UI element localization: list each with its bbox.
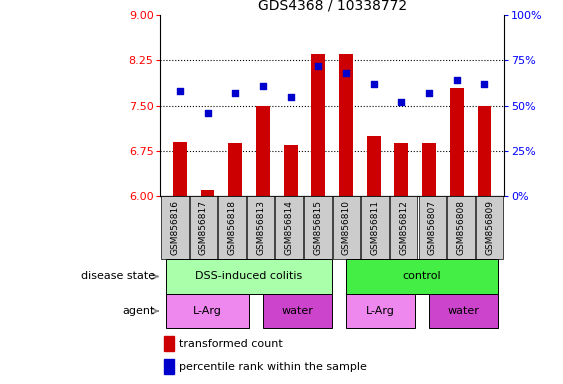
Bar (477, 106, 491, 196)
Bar (429, 294, 498, 328)
Text: L-Arg: L-Arg (193, 306, 222, 316)
Bar (447, 196, 475, 259)
Text: GSM856814: GSM856814 (285, 200, 294, 255)
Text: percentile rank within the sample: percentile rank within the sample (180, 362, 367, 372)
Bar (263, 294, 332, 328)
Bar (256, 106, 270, 196)
Text: GSM856815: GSM856815 (314, 200, 323, 255)
Text: transformed count: transformed count (180, 339, 283, 349)
Text: GSM856812: GSM856812 (399, 200, 408, 255)
Point (425, 90, 434, 96)
Text: GSM856808: GSM856808 (457, 200, 466, 255)
Text: GSM856813: GSM856813 (256, 200, 265, 255)
Bar (247, 196, 274, 259)
Text: GSM856816: GSM856816 (170, 200, 179, 255)
Point (286, 94, 295, 100)
Point (175, 88, 184, 94)
Point (314, 63, 323, 69)
Bar (311, 55, 325, 196)
Point (203, 110, 212, 116)
Point (452, 77, 461, 83)
Bar (229, 143, 242, 196)
Text: GSM856817: GSM856817 (199, 200, 208, 255)
Bar (166, 294, 249, 328)
Point (369, 81, 378, 87)
Bar (346, 259, 498, 294)
Point (480, 81, 489, 87)
Bar (275, 196, 303, 259)
Bar (304, 196, 332, 259)
Bar (422, 143, 436, 196)
Text: GSM856818: GSM856818 (227, 200, 236, 255)
Point (397, 99, 406, 105)
Text: agent: agent (122, 306, 155, 316)
Bar (450, 88, 464, 196)
Bar (161, 196, 189, 259)
Bar (346, 294, 415, 328)
Bar (166, 259, 332, 294)
Text: GSM856809: GSM856809 (485, 200, 494, 255)
Text: GSM856810: GSM856810 (342, 200, 351, 255)
Text: L-Arg: L-Arg (366, 306, 395, 316)
Bar (218, 196, 246, 259)
Bar (284, 145, 298, 196)
Bar (367, 136, 381, 196)
Point (231, 90, 240, 96)
Text: GSM856807: GSM856807 (428, 200, 437, 255)
Bar (395, 143, 408, 196)
Text: control: control (403, 271, 441, 281)
Bar (476, 196, 503, 259)
Bar (190, 196, 217, 259)
Bar (200, 190, 215, 196)
Bar (418, 196, 446, 259)
Bar (333, 196, 360, 259)
Text: GSM856811: GSM856811 (370, 200, 379, 255)
Bar (173, 142, 187, 196)
Bar (164, 359, 173, 374)
Bar (339, 55, 353, 196)
Text: DSS-induced colitis: DSS-induced colitis (195, 271, 303, 281)
Text: water: water (282, 306, 314, 316)
Text: water: water (448, 306, 480, 316)
Title: GDS4368 / 10338772: GDS4368 / 10338772 (258, 0, 406, 13)
Bar (390, 196, 418, 259)
Text: disease state: disease state (81, 271, 155, 281)
Point (342, 70, 351, 76)
Bar (361, 196, 389, 259)
Bar (164, 336, 173, 351)
Point (258, 83, 267, 89)
